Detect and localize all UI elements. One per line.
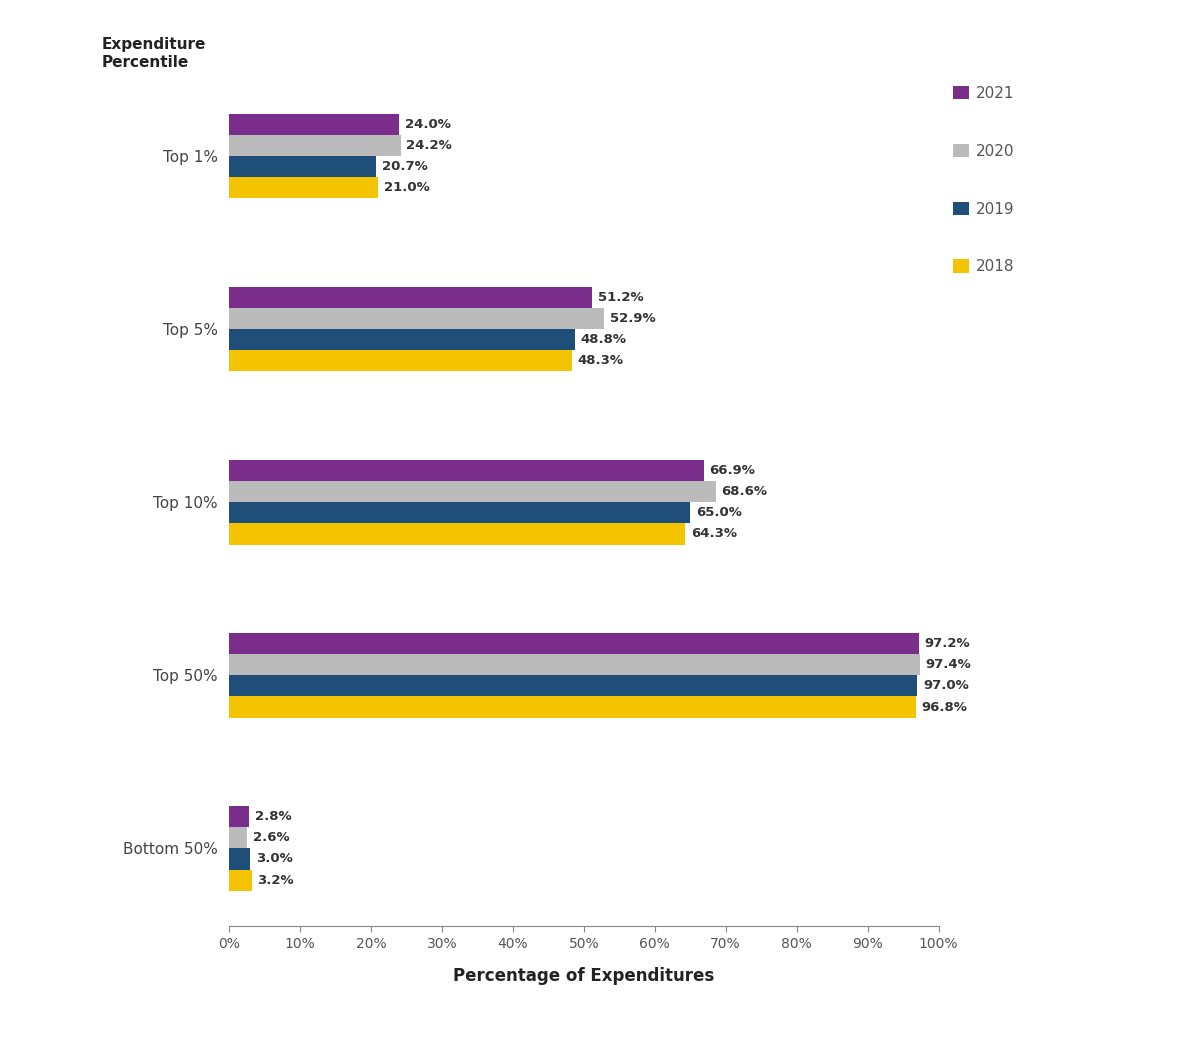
Bar xyxy=(229,828,247,849)
Text: 97.0%: 97.0% xyxy=(923,679,968,693)
Text: 97.2%: 97.2% xyxy=(924,637,970,650)
Bar xyxy=(229,849,251,870)
Text: Percentile: Percentile xyxy=(102,55,190,69)
Text: 97.4%: 97.4% xyxy=(925,658,972,671)
Bar xyxy=(229,156,376,177)
Bar xyxy=(229,307,605,330)
Text: 48.8%: 48.8% xyxy=(581,333,626,346)
Text: 64.3%: 64.3% xyxy=(691,528,737,540)
Text: 21.0%: 21.0% xyxy=(384,181,430,195)
Bar xyxy=(229,460,703,481)
Bar xyxy=(229,502,690,523)
Bar xyxy=(229,177,378,198)
Bar xyxy=(229,330,575,351)
Bar xyxy=(229,870,252,891)
Bar xyxy=(229,135,401,156)
Text: 68.6%: 68.6% xyxy=(721,485,768,498)
Bar xyxy=(229,286,593,307)
Text: 96.8%: 96.8% xyxy=(922,700,967,714)
Text: Expenditure: Expenditure xyxy=(102,37,206,52)
Text: 48.3%: 48.3% xyxy=(577,355,623,367)
Bar xyxy=(229,633,919,654)
Text: 20.7%: 20.7% xyxy=(382,160,427,173)
Bar xyxy=(229,351,571,372)
Bar xyxy=(229,481,715,502)
Bar xyxy=(229,523,685,544)
Text: 24.2%: 24.2% xyxy=(407,139,452,152)
Text: 66.9%: 66.9% xyxy=(709,464,755,477)
Text: 3.2%: 3.2% xyxy=(257,874,294,887)
Text: 51.2%: 51.2% xyxy=(598,291,643,304)
Text: 2.8%: 2.8% xyxy=(254,810,292,823)
Bar xyxy=(229,114,400,135)
Bar xyxy=(229,696,916,717)
Legend: 2021, 2020, 2019, 2018: 2021, 2020, 2019, 2018 xyxy=(953,85,1015,275)
X-axis label: Percentage of Expenditures: Percentage of Expenditures xyxy=(454,968,714,986)
Text: 24.0%: 24.0% xyxy=(404,118,451,131)
Text: 52.9%: 52.9% xyxy=(610,312,655,325)
Text: 2.6%: 2.6% xyxy=(253,831,289,845)
Bar xyxy=(229,675,917,696)
Bar xyxy=(229,654,920,675)
Text: 3.0%: 3.0% xyxy=(256,853,293,866)
Text: 65.0%: 65.0% xyxy=(696,506,742,519)
Bar xyxy=(229,807,248,828)
